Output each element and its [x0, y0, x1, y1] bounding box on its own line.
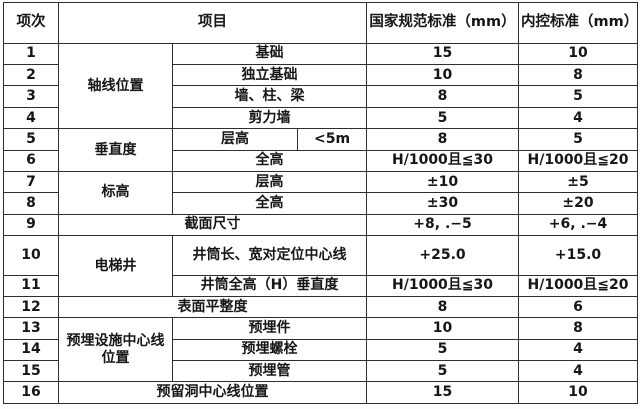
cell-item-no: 3: [3, 85, 59, 108]
cell-national: 8: [366, 85, 520, 108]
cell-national: 8: [366, 295, 520, 319]
cell-internal: H/1000且≦20: [518, 274, 639, 297]
cell-group-elevator-shaft: 电梯井: [58, 234, 173, 297]
cell-national: H/1000且≦30: [366, 274, 520, 297]
table-row-6: 6 全高 H/1000且≦30 H/1000且≦20: [3, 149, 639, 172]
cell-internal: 4: [518, 360, 639, 383]
cell-item-no: 8: [3, 192, 59, 215]
cell-internal: +6, .−4: [518, 213, 639, 236]
cell-item-no: 13: [3, 317, 59, 340]
table-header-row: 项次 项目 国家规范标准（mm） 内控标准（mm）: [3, 2, 639, 44]
cell-item: 井筒全高（H）垂直度: [171, 274, 368, 297]
cell-national: ±30: [366, 192, 520, 215]
cell-item: 预埋管: [171, 360, 368, 383]
cell-item: 全高: [171, 192, 368, 215]
header-internal-standard: 内控标准（mm）: [518, 2, 639, 44]
table-row-4: 4 剪力墙 5 4: [3, 106, 639, 130]
cell-national: 10: [366, 64, 520, 87]
cell-item-no: 5: [3, 128, 59, 151]
cell-internal: 6: [518, 295, 639, 319]
cell-item-no: 10: [3, 234, 59, 276]
cell-internal: +15.0: [518, 234, 639, 276]
header-item-no: 项次: [3, 2, 59, 44]
cell-item-no: 4: [3, 106, 59, 130]
cell-internal: 5: [518, 85, 639, 108]
cell-item: 预埋螺栓: [171, 338, 368, 362]
cell-national: 10: [366, 317, 520, 340]
cell-internal: 4: [518, 338, 639, 362]
cell-internal: 5: [518, 128, 639, 151]
table-row-9: 9 截面尺寸 +8, .−5 +6, .−4: [3, 213, 639, 236]
cell-group-verticality: 垂直度: [58, 128, 173, 172]
cell-item: 层高: [171, 170, 368, 194]
cell-item: 基础: [171, 42, 368, 66]
cell-internal: 10: [518, 381, 639, 404]
cell-internal: 4: [518, 106, 639, 130]
cell-national: +25.0: [366, 234, 520, 276]
cell-national: 8: [366, 128, 520, 151]
cell-item: 预留洞中心线位置: [57, 381, 368, 404]
cell-national: 5: [366, 106, 520, 130]
table-row-13: 13 预埋设施中心线位置 预埋件 10 8: [3, 317, 639, 383]
table-row-1: 1 轴线位置 基础 15 10: [3, 42, 639, 130]
table-row-7: 7 标高 层高 ±10 ±5: [3, 170, 639, 215]
cell-item: 剪力墙: [171, 106, 368, 130]
cell-national: 15: [366, 381, 520, 404]
cell-item-no: 2: [3, 64, 59, 87]
cell-item-no: 7: [3, 170, 59, 194]
cell-item: 全高: [171, 149, 368, 172]
table-row-5: 5 垂直度 层高 <5m 8 5: [3, 128, 639, 172]
quality-standards-table: 项次 项目 国家规范标准（mm） 内控标准（mm） 1 轴线位置 基础 15 1…: [3, 2, 639, 404]
cell-item-no: 9: [3, 213, 59, 236]
cell-group-elevation: 标高: [58, 170, 173, 215]
table-row-10: 10 电梯井 井筒长、宽对定位中心线 +25.0 +15.0: [3, 234, 639, 297]
cell-group-axis-position: 轴线位置: [58, 42, 173, 130]
cell-item: 独立基础: [171, 64, 368, 87]
cell-national: 5: [366, 338, 520, 362]
table-row-15: 15 预埋管 5 4: [3, 360, 639, 383]
cell-national: +8, .−5: [366, 213, 520, 236]
header-national-standard: 国家规范标准（mm）: [366, 2, 520, 44]
cell-item-no: 12: [3, 295, 59, 319]
header-project: 项目: [57, 2, 368, 44]
cell-national: 5: [366, 360, 520, 383]
table-row-8: 8 全高 ±30 ±20: [3, 192, 639, 215]
cell-item-sub: <5m: [296, 128, 368, 151]
cell-item-no: 14: [3, 338, 59, 362]
cell-item: 井筒长、宽对定位中心线: [171, 234, 368, 276]
table-row-16: 16 预留洞中心线位置 15 10: [3, 381, 639, 404]
cell-national: 15: [366, 42, 520, 66]
cell-item: 预埋件: [171, 317, 368, 340]
cell-item-no: 15: [3, 360, 59, 383]
cell-item: 截面尺寸: [57, 213, 368, 236]
table-row-3: 3 墙、柱、梁 8 5: [3, 85, 639, 108]
cell-internal: ±5: [518, 170, 639, 194]
cell-group-embedded-facilities: 预埋设施中心线位置: [58, 317, 173, 383]
cell-internal: 8: [518, 317, 639, 340]
cell-item-no: 6: [3, 149, 59, 172]
cell-national: H/1000且≦30: [366, 149, 520, 172]
cell-item-no: 11: [3, 274, 59, 297]
cell-item: 层高: [172, 128, 298, 151]
cell-national: ±10: [366, 170, 520, 194]
cell-internal: 10: [518, 42, 639, 66]
cell-item-no: 1: [3, 42, 59, 66]
cell-item: 墙、柱、梁: [171, 85, 368, 108]
cell-internal: ±20: [518, 192, 639, 215]
table-row-12: 12 表面平整度 8 6: [3, 295, 639, 319]
cell-internal: H/1000且≦20: [518, 149, 639, 172]
cell-item: 表面平整度: [57, 295, 368, 319]
cell-internal: 8: [518, 64, 639, 87]
cell-item-no: 16: [3, 381, 59, 404]
